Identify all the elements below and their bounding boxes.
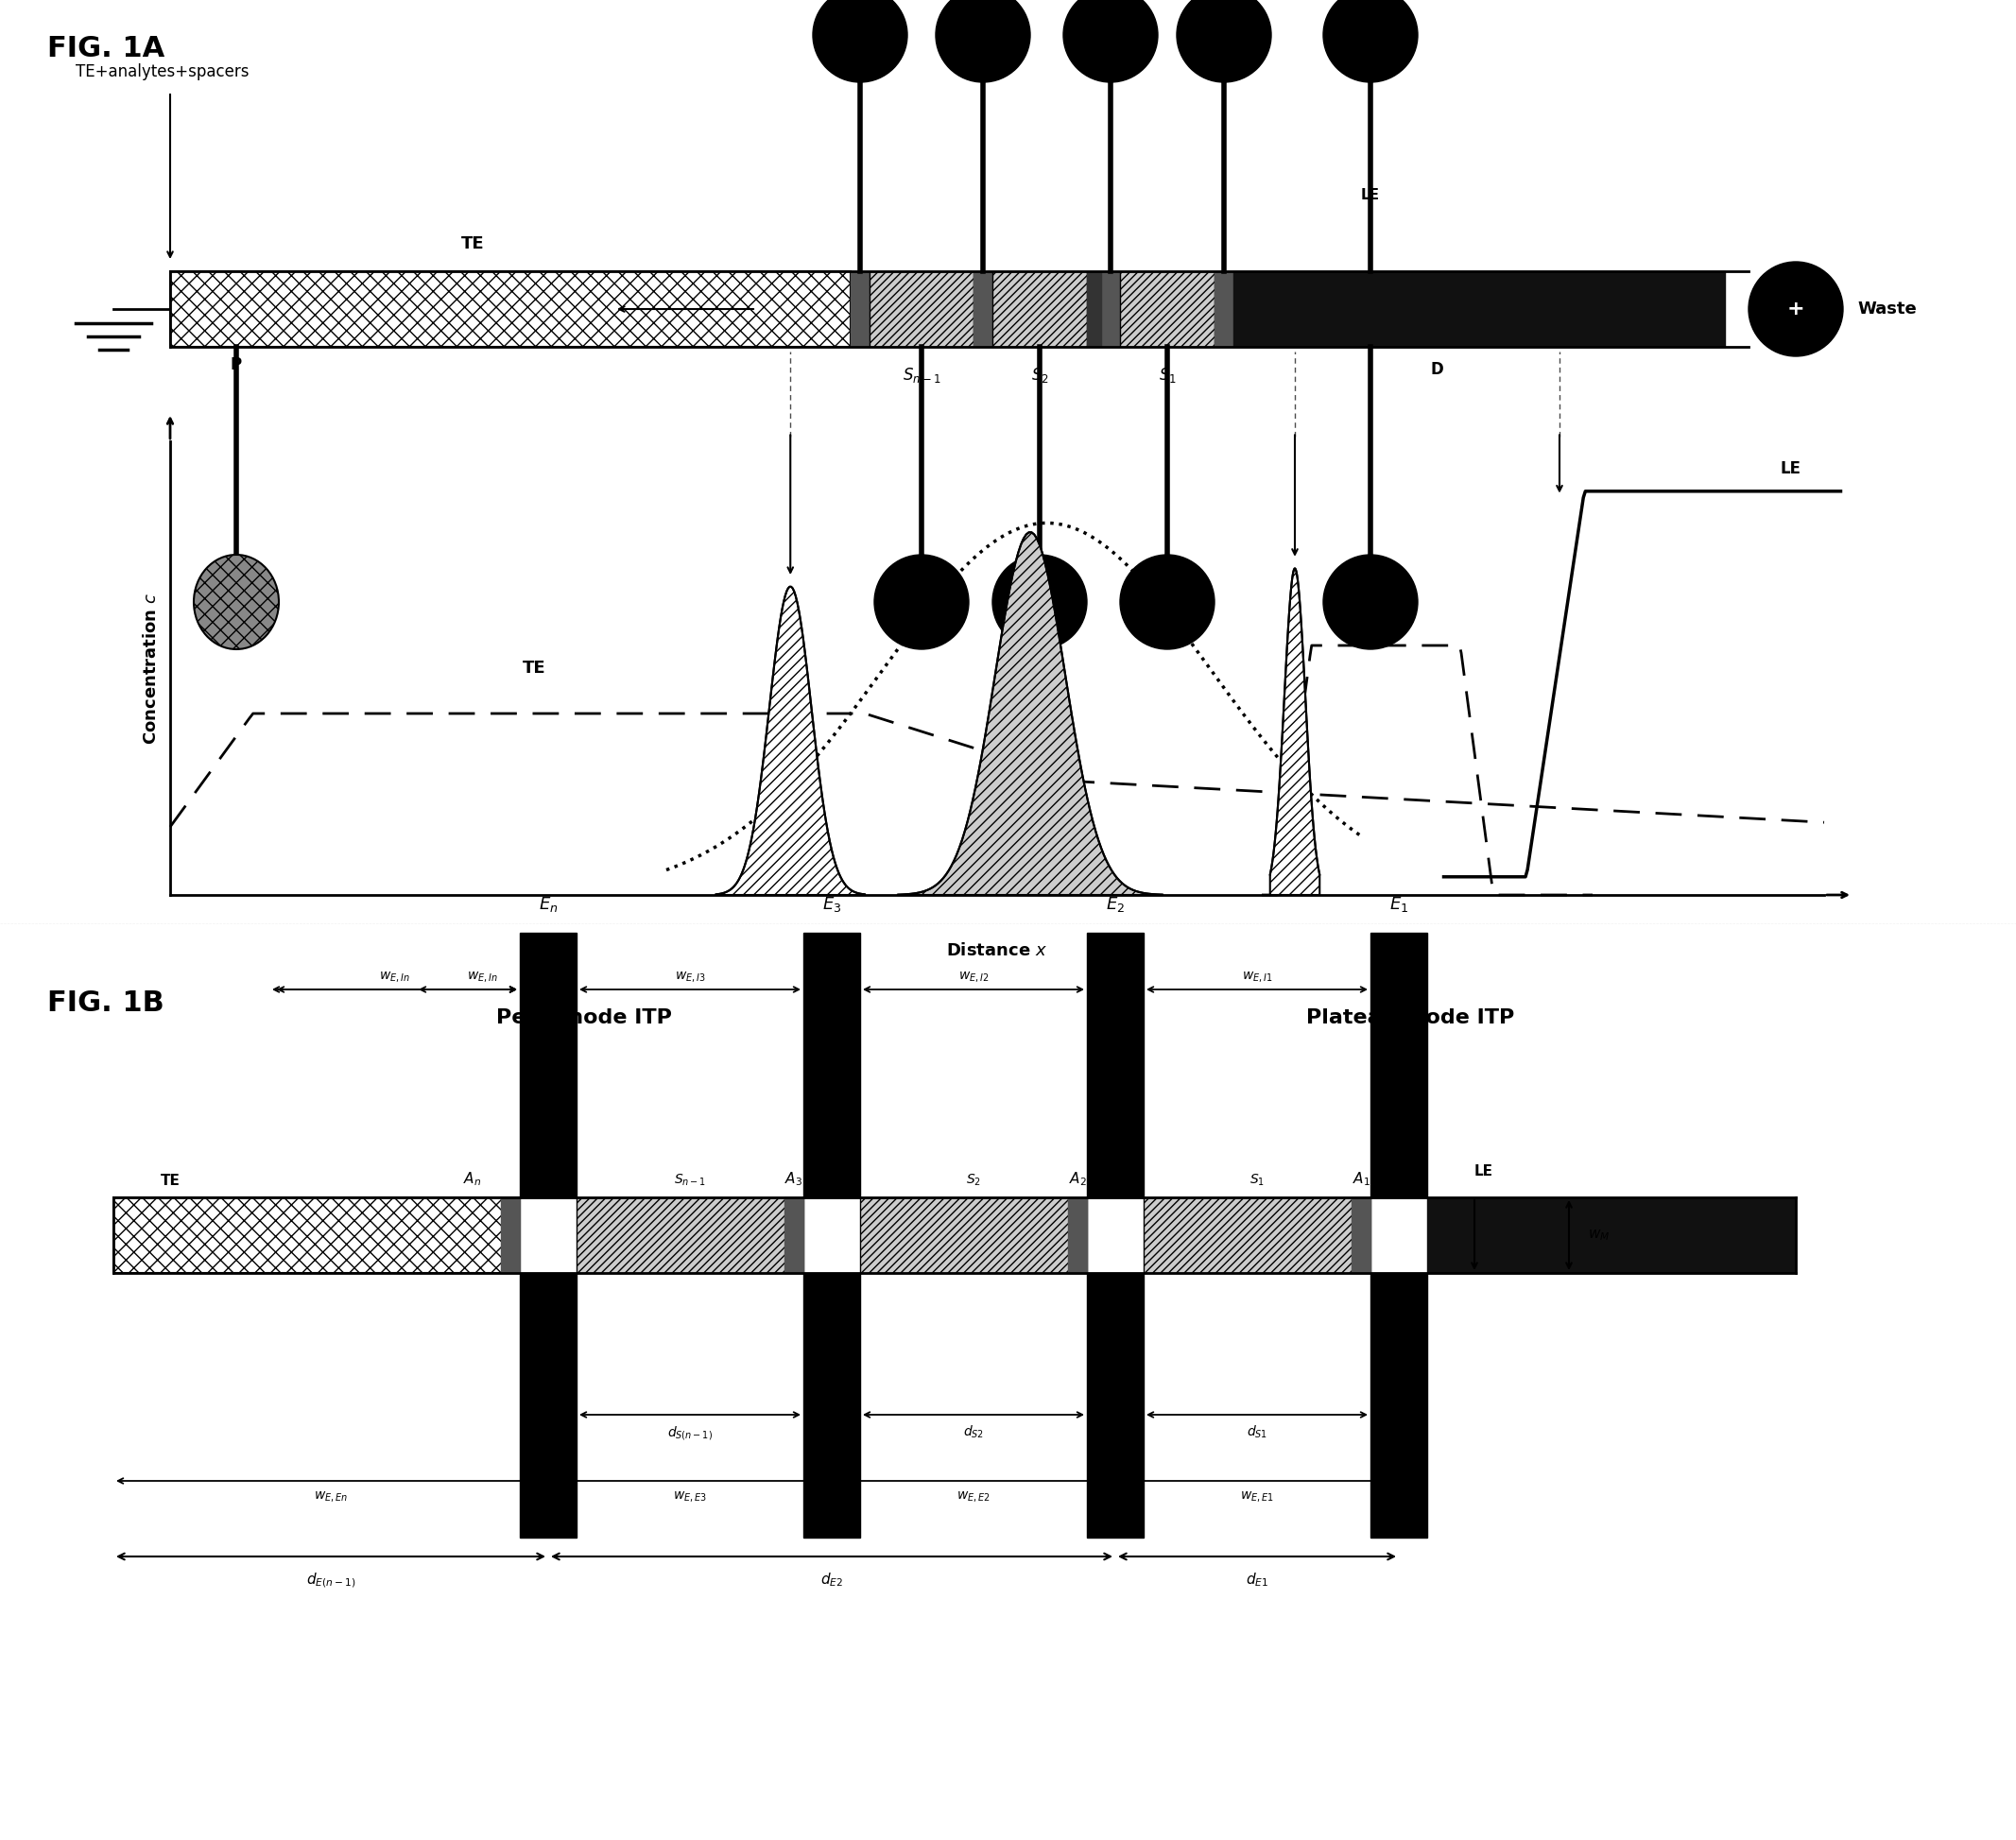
Bar [1371,1273,1427,1538]
Text: $d_{S(n-1)}$: $d_{S(n-1)}$ [667,1424,712,1443]
Text: $S_1$: $S_1$ [1250,1172,1264,1189]
Circle shape [875,554,970,650]
Bar [1371,933,1427,1198]
FancyBboxPatch shape [861,1198,1087,1273]
Text: $w_{E,E2}$: $w_{E,E2}$ [956,1490,990,1505]
Text: $w_{E,In}$: $w_{E,In}$ [466,970,498,984]
Text: $S_2$: $S_2$ [966,1172,982,1189]
Text: P: P [230,357,242,374]
Text: FIG. 1A: FIG. 1A [46,35,165,63]
Text: $w_{E,I3}$: $w_{E,I3}$ [675,970,706,984]
Text: TE: TE [522,661,546,677]
Text: TE: TE [161,1174,179,1189]
Text: $A_1$: $A_1$ [1353,1170,1371,1189]
Text: $w_M$: $w_M$ [1589,1227,1611,1242]
Text: +: + [1786,300,1804,318]
Bar [1101,270,1121,346]
Text: Distance $x$: Distance $x$ [946,942,1048,959]
Bar [974,270,992,346]
Circle shape [812,0,907,83]
Circle shape [992,554,1087,650]
Bar [520,933,577,1198]
Circle shape [935,0,1030,83]
Text: FIG. 1B: FIG. 1B [46,990,163,1018]
Text: TE: TE [462,236,484,252]
Text: $w_{E,I1}$: $w_{E,I1}$ [1242,970,1272,984]
Text: LE: LE [1361,188,1379,202]
Text: $d_{S1}$: $d_{S1}$ [1246,1424,1268,1441]
Bar [500,1198,520,1273]
Text: Waste: Waste [1857,300,1917,318]
Bar [1068,1198,1087,1273]
Text: $d_{S2}$: $d_{S2}$ [964,1424,984,1441]
FancyBboxPatch shape [169,270,851,346]
Text: $d_{E(n-1)}$: $d_{E(n-1)}$ [306,1571,355,1590]
Bar [851,270,869,346]
Text: $w_{E,E3}$: $w_{E,E3}$ [673,1490,708,1505]
Text: $w_{E,En}$: $w_{E,En}$ [314,1490,349,1505]
Text: $E_3$: $E_3$ [823,894,841,914]
Bar [802,1273,861,1538]
Text: D: D [1429,361,1443,377]
Text: $E_2$: $E_2$ [1105,894,1125,914]
Text: $A_n$: $A_n$ [464,1170,482,1189]
Text: $w_{E,E1}$: $w_{E,E1}$ [1240,1490,1274,1505]
FancyBboxPatch shape [1143,1198,1371,1273]
Text: $E_1$: $E_1$ [1389,894,1409,914]
Text: $d_{E1}$: $d_{E1}$ [1246,1571,1268,1588]
Bar [784,1198,802,1273]
Bar [802,933,861,1198]
Text: LE: LE [1780,460,1802,478]
FancyBboxPatch shape [992,270,1087,346]
Bar [1427,1198,1796,1273]
Text: $S_2$: $S_2$ [1030,366,1048,385]
Bar [1087,1273,1143,1538]
Text: $d_{E2}$: $d_{E2}$ [821,1571,843,1588]
Text: $S_{n-1}$: $S_{n-1}$ [673,1172,706,1189]
Circle shape [1121,554,1214,650]
Bar [1234,270,1726,346]
FancyBboxPatch shape [113,1198,520,1273]
Circle shape [1748,261,1843,357]
Text: $w_{E,In}$: $w_{E,In}$ [379,970,409,984]
Circle shape [1322,554,1417,650]
Bar [1351,1198,1371,1273]
Circle shape [1177,0,1272,83]
Bar [1214,270,1234,346]
Text: $A_3$: $A_3$ [784,1170,802,1189]
Text: TE+analytes+spacers: TE+analytes+spacers [77,63,250,81]
Text: $w_{E,I2}$: $w_{E,I2}$ [958,970,990,984]
Bar [1087,933,1143,1198]
FancyBboxPatch shape [577,1198,802,1273]
Bar [520,1273,577,1538]
Text: $E_n$: $E_n$ [538,894,558,914]
Circle shape [1062,0,1157,83]
Circle shape [1322,0,1417,83]
Text: Peak mode ITP: Peak mode ITP [496,1008,671,1027]
Text: C: C [1087,59,1097,74]
Bar [1087,270,1101,346]
Text: $A_2$: $A_2$ [1068,1170,1087,1189]
Text: LE: LE [1474,1165,1494,1178]
FancyBboxPatch shape [869,270,974,346]
Text: $S_{n-1}$: $S_{n-1}$ [903,366,941,385]
FancyBboxPatch shape [1121,270,1214,346]
Text: Plateau mode ITP: Plateau mode ITP [1306,1008,1514,1027]
Text: $S_1$: $S_1$ [1159,366,1175,385]
Text: Concentration $c$: Concentration $c$ [143,592,159,745]
Ellipse shape [194,554,278,650]
